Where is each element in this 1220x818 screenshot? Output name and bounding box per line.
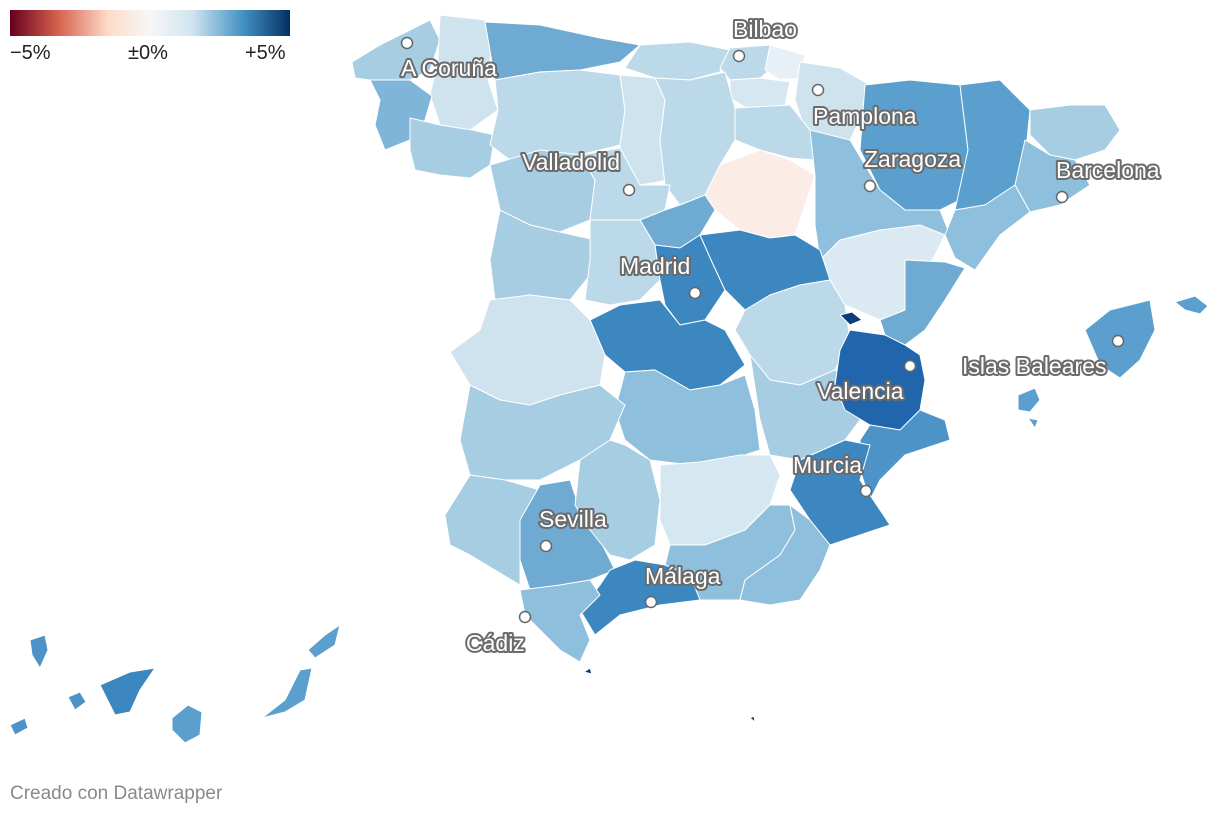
city-label-cadiz: Cádiz	[466, 630, 525, 656]
city-dot-pamplona	[811, 83, 825, 97]
city-label-islas-baleares: Islas Baleares	[962, 353, 1106, 379]
city-label-valencia: Valencia	[817, 378, 904, 404]
province-ciudad-real[interactable]	[614, 369, 761, 466]
city-dot-islas-baleares	[1111, 334, 1125, 348]
city-label-sevilla: Sevilla	[539, 506, 607, 532]
island-el-hierro[interactable]	[9, 717, 29, 736]
province-murcia[interactable]	[789, 439, 891, 546]
province-girona[interactable]	[1029, 104, 1121, 161]
island-fuerteventura[interactable]	[261, 667, 313, 719]
credit-text: Creado con Datawrapper	[10, 783, 223, 804]
legend-max-label: +5%	[245, 42, 286, 64]
legend-min-label: −5%	[10, 42, 51, 64]
city-label-pamplona: Pamplona	[813, 103, 917, 129]
city-label-bilbao: Bilbao	[733, 16, 797, 42]
province-castellon[interactable]	[879, 259, 966, 346]
city-dot-zaragoza	[863, 179, 877, 193]
city-dot-valencia	[903, 359, 917, 373]
color-legend: −5% ±0% +5%	[10, 10, 290, 64]
island-la-gomera[interactable]	[67, 691, 87, 711]
province-ceuta[interactable]	[583, 667, 593, 675]
province-cadiz[interactable]	[519, 579, 601, 663]
city-label-valladolid: Valladolid	[522, 149, 620, 175]
island-la-palma[interactable]	[29, 634, 49, 669]
legend-mid-label: ±0%	[128, 42, 168, 64]
city-label-madrid: Madrid	[620, 253, 690, 279]
island-tenerife[interactable]	[99, 667, 156, 716]
province-enclave[interactable]	[839, 311, 863, 326]
province-ourense[interactable]	[409, 117, 496, 179]
province-tarragona[interactable]	[944, 184, 1031, 271]
city-markers: Bilbao A Coruña Pamplona Zaragoza Barcel…	[399, 14, 1162, 658]
city-dot-murcia	[859, 484, 873, 498]
province-salamanca[interactable]	[489, 209, 596, 301]
province-huelva[interactable]	[444, 474, 541, 586]
city-label-a-coruna: A Coruña	[401, 55, 497, 81]
province-cantabria[interactable]	[624, 41, 731, 81]
island-lanzarote[interactable]	[307, 624, 341, 659]
provinces	[9, 14, 1209, 744]
island-ibiza[interactable]	[1017, 387, 1041, 413]
city-label-barcelona: Barcelona	[1056, 157, 1160, 183]
city-label-malaga: Málaga	[645, 563, 721, 589]
city-dot-bilbao	[732, 49, 746, 63]
island-gran-canaria[interactable]	[171, 704, 203, 744]
province-albacete[interactable]	[749, 354, 861, 461]
city-dot-valladolid	[622, 183, 636, 197]
province-cordoba[interactable]	[574, 439, 661, 561]
province-la-rioja[interactable]	[734, 104, 816, 161]
province-leon[interactable]	[489, 69, 626, 161]
city-dot-cadiz	[518, 610, 532, 624]
legend-gradient-bar	[10, 10, 290, 36]
city-dot-madrid	[688, 286, 702, 300]
city-label-zaragoza: Zaragoza	[864, 146, 961, 172]
city-dot-barcelona	[1055, 190, 1069, 204]
province-almeria[interactable]	[739, 504, 831, 606]
city-dot-sevilla	[539, 539, 553, 553]
province-toledo[interactable]	[589, 299, 746, 391]
province-avila[interactable]	[584, 219, 661, 306]
province-gipuzkoa[interactable]	[764, 44, 806, 81]
island-menorca[interactable]	[1174, 295, 1209, 315]
city-dot-malaga	[644, 595, 658, 609]
province-madrid[interactable]	[654, 234, 726, 326]
city-dot-a-coruna	[400, 36, 414, 50]
province-huesca[interactable]	[859, 79, 969, 211]
province-a-coruna[interactable]	[351, 19, 441, 91]
island-formentera[interactable]	[1027, 417, 1039, 429]
province-melilla[interactable]	[749, 715, 756, 723]
city-label-murcia: Murcia	[793, 452, 862, 478]
